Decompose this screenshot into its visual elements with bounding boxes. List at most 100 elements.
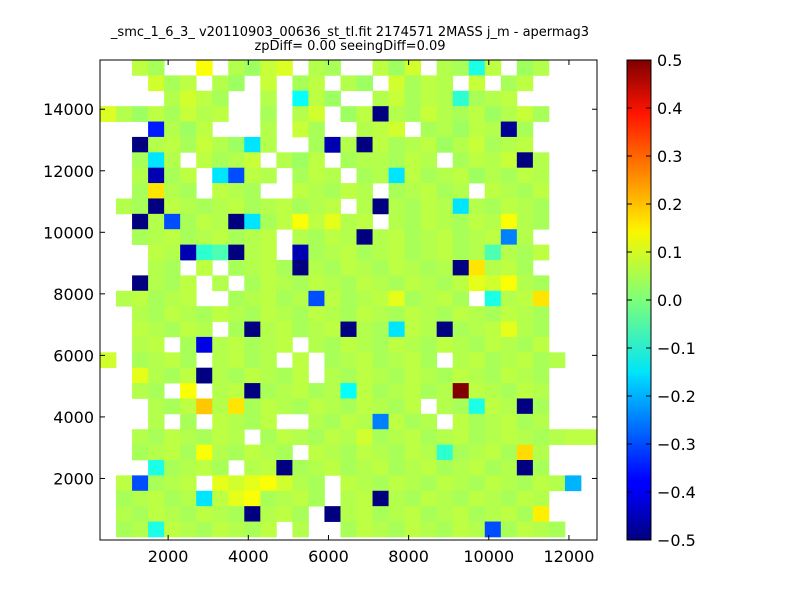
heatmap-cell — [516, 429, 534, 446]
heatmap-cell — [180, 121, 197, 138]
heatmap-cell — [180, 475, 197, 492]
heatmap-cell — [196, 229, 213, 246]
heatmap-cell — [436, 213, 454, 230]
heatmap-cell — [452, 152, 470, 169]
heatmap-cell — [196, 429, 213, 446]
heatmap-cell — [196, 213, 213, 230]
heatmap-cell — [372, 121, 389, 138]
heatmap-cell — [372, 475, 389, 492]
heatmap-cell — [516, 321, 534, 338]
heatmap-cell — [148, 136, 165, 153]
heatmap-cell — [148, 60, 165, 76]
heatmap-cell — [548, 352, 566, 369]
heatmap-cell — [340, 460, 357, 476]
heatmap-cell — [196, 60, 213, 76]
heatmap-cell — [420, 521, 438, 538]
heatmap-cell — [356, 121, 373, 138]
heatmap-cell — [164, 490, 181, 507]
heatmap-cell — [148, 475, 165, 492]
heatmap-cell — [276, 260, 293, 276]
heatmap-cell — [116, 506, 133, 522]
heatmap-cell — [404, 429, 422, 446]
heatmap-cell — [500, 275, 518, 292]
heatmap-cell — [276, 60, 293, 76]
heatmap-cell — [180, 506, 197, 522]
heatmap-cell — [452, 321, 470, 338]
heatmap-cell — [308, 260, 325, 276]
heatmap-cell — [276, 367, 293, 384]
heatmap-cell — [276, 460, 293, 476]
heatmap-cell — [452, 198, 470, 215]
heatmap-cell — [420, 275, 438, 292]
heatmap-cell — [356, 136, 373, 153]
heatmap-cell — [180, 336, 197, 353]
heatmap-cell — [420, 475, 438, 492]
heatmap-cell — [148, 444, 165, 461]
heatmap-cell — [260, 506, 277, 522]
heatmap-cell — [420, 260, 438, 276]
heatmap-cell — [388, 306, 406, 322]
heatmap-cell — [388, 475, 406, 492]
heatmap-cell — [308, 490, 325, 507]
heatmap-cell — [404, 152, 422, 169]
heatmap-cell — [196, 136, 213, 153]
heatmap-cell — [324, 167, 341, 184]
heatmap-cell — [212, 398, 229, 415]
heatmap-cell — [372, 444, 389, 461]
heatmap-cell — [516, 260, 534, 276]
heatmap-cell — [260, 444, 277, 461]
heatmap-cell — [452, 90, 470, 107]
heatmap-cell — [468, 352, 486, 369]
heatmap-cell — [260, 167, 277, 184]
heatmap-cell — [356, 260, 373, 276]
heatmap-cell — [164, 213, 181, 230]
heatmap-cell — [292, 260, 309, 276]
heatmap-cell — [196, 460, 213, 476]
heatmap-cell — [436, 183, 454, 199]
heatmap-cell — [148, 229, 165, 246]
heatmap-cell — [228, 290, 245, 307]
heatmap-cell — [180, 244, 197, 261]
heatmap-cell — [452, 521, 470, 538]
heatmap-cell — [340, 136, 357, 153]
heatmap-cell — [356, 244, 373, 261]
heatmap-cell — [356, 229, 373, 246]
heatmap-cell — [260, 260, 277, 276]
heatmap-cell — [324, 306, 341, 322]
heatmap-cell — [372, 152, 389, 169]
heatmap-cell — [244, 321, 261, 338]
heatmap-cell — [468, 90, 486, 107]
heatmap-cell — [148, 429, 165, 446]
heatmap-cell — [468, 460, 486, 476]
heatmap-cell — [132, 444, 149, 461]
heatmap-cell — [324, 198, 341, 215]
heatmap-cell — [372, 321, 389, 338]
heatmap-cell — [388, 260, 406, 276]
heatmap-cell — [372, 413, 389, 430]
heatmap-cell — [484, 244, 502, 261]
heatmap-cell — [340, 336, 357, 353]
heatmap-cell — [260, 198, 277, 215]
heatmap-cell — [276, 444, 293, 461]
heatmap-cell — [500, 306, 518, 322]
heatmap-cell — [564, 429, 582, 446]
heatmap-cell — [500, 136, 518, 153]
heatmap-cell — [388, 121, 406, 138]
heatmap-cell — [532, 198, 550, 215]
heatmap-cell — [532, 306, 550, 322]
heatmap-cell — [516, 521, 534, 538]
heatmap-cell — [356, 521, 373, 538]
heatmap-cell — [436, 460, 454, 476]
heatmap-cell — [164, 460, 181, 476]
heatmap-cell — [452, 490, 470, 507]
heatmap-cell — [516, 306, 534, 322]
heatmap-cell — [356, 167, 373, 184]
colorbar-tick-label: −0.1 — [657, 339, 696, 358]
heatmap-cell — [180, 413, 197, 430]
heatmap-cell — [356, 106, 373, 122]
heatmap-cell — [132, 521, 149, 538]
heatmap-cell — [436, 367, 454, 384]
colorbar-tick-label: 0.0 — [657, 291, 682, 310]
heatmap-cell — [420, 321, 438, 338]
heatmap-cell — [340, 183, 357, 199]
